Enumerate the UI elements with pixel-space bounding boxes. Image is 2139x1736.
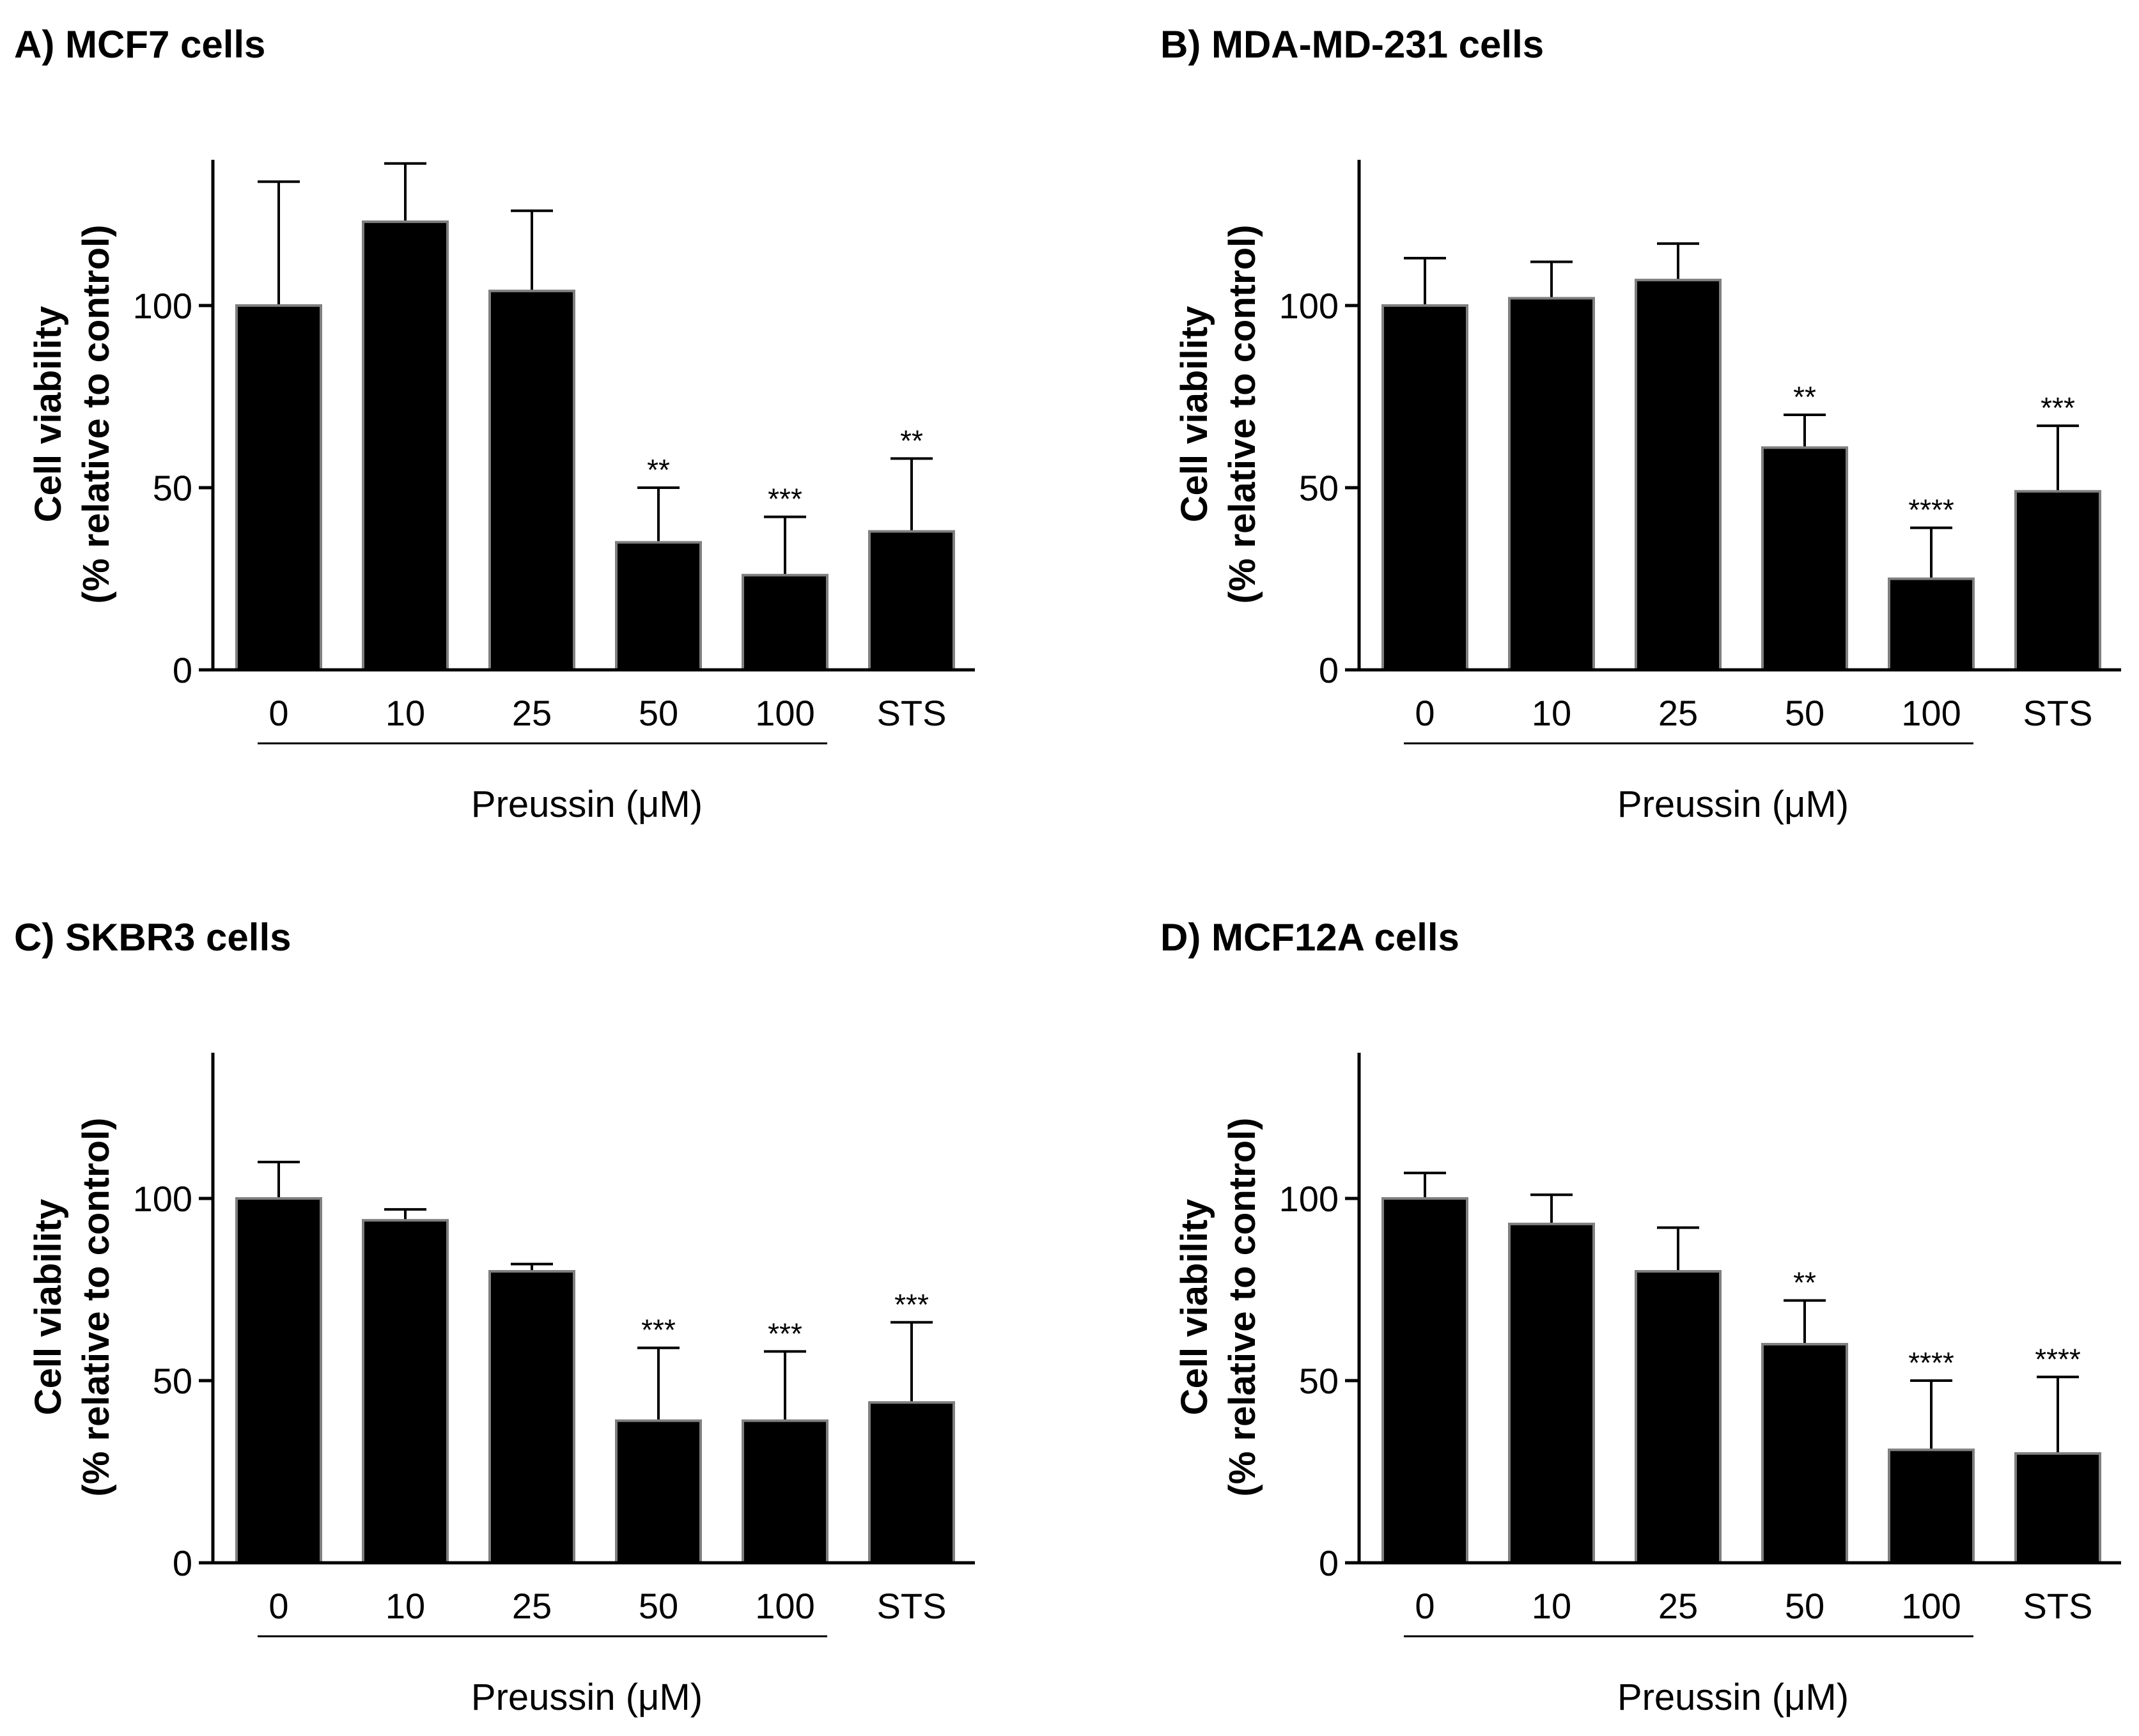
bar-10 (1508, 1222, 1595, 1564)
bar-25 (488, 1270, 575, 1564)
bar-STS (868, 530, 955, 672)
y-tick-label: 50 (153, 468, 192, 508)
y-tick-label: 100 (133, 1179, 192, 1219)
bar-0 (235, 304, 322, 671)
bar-50 (1761, 446, 1848, 671)
x-tick-label: 50 (1785, 693, 1824, 733)
x-axis-label: Preussin (μM) (471, 1677, 703, 1718)
panel-title: A) MCF7 cells (14, 23, 265, 66)
x-tick-label: 10 (1532, 693, 1571, 733)
y-tick-label: 50 (1299, 1361, 1339, 1401)
bar-0 (1381, 1197, 1468, 1564)
bar-100 (742, 1419, 828, 1565)
x-axis-label: Preussin (μM) (1617, 1677, 1849, 1718)
x-tick-label: STS (877, 693, 947, 733)
bar-10 (362, 220, 449, 671)
x-tick-label: 100 (755, 1586, 814, 1626)
y-tick-label: 50 (1299, 468, 1339, 508)
x-tick-label: 25 (512, 693, 552, 733)
significance-label: ** (900, 424, 923, 457)
bar-50 (615, 541, 702, 671)
bar-STS (868, 1401, 955, 1565)
bar-25 (1635, 279, 1722, 672)
panel-title: B) MDA-MD-231 cells (1160, 23, 1544, 66)
x-tick-label: 25 (1658, 693, 1698, 733)
x-tick-label: 0 (268, 693, 288, 733)
x-tick-label: STS (877, 1586, 947, 1626)
y-axis-label-line2: (% relative to control) (1222, 225, 1263, 604)
bar-10 (362, 1219, 449, 1564)
y-axis-label-line2: (% relative to control) (75, 1118, 117, 1497)
significance-label: ** (1793, 380, 1816, 414)
y-tick-label: 100 (133, 286, 192, 326)
x-tick-label: 25 (512, 1586, 552, 1626)
y-axis-label-line1: Cell viability (1174, 306, 1215, 522)
x-tick-label: 10 (385, 693, 425, 733)
x-tick-label: 100 (1901, 693, 1961, 733)
x-tick-label: 100 (1901, 1586, 1961, 1626)
bar-0 (235, 1197, 322, 1564)
y-tick-label: 0 (1319, 650, 1339, 690)
x-tick-label: 0 (1415, 1586, 1435, 1626)
bar-STS (2014, 490, 2101, 671)
bar-100 (1888, 577, 1975, 671)
x-tick-label: 50 (639, 693, 678, 733)
y-axis-label-line2: (% relative to control) (1222, 1118, 1263, 1497)
significance-label: ** (647, 453, 670, 486)
bar-10 (1508, 297, 1595, 672)
x-tick-label: 0 (1415, 693, 1435, 733)
significance-label: *** (2041, 391, 2075, 424)
y-tick-label: 0 (173, 1543, 192, 1583)
bar-25 (1635, 1270, 1722, 1564)
panel-title: D) MCF12A cells (1160, 916, 1459, 959)
y-axis-label-line1: Cell viability (27, 1199, 69, 1415)
significance-label: ** (1793, 1266, 1816, 1299)
x-tick-label: 100 (755, 693, 814, 733)
y-axis-label-line1: Cell viability (27, 306, 69, 522)
y-tick-label: 50 (153, 1361, 192, 1401)
x-tick-label: 0 (268, 1586, 288, 1626)
significance-label: **** (2035, 1342, 2081, 1376)
bar-50 (1761, 1343, 1848, 1564)
x-tick-label: 10 (1532, 1586, 1571, 1626)
significance-label: *** (768, 1317, 802, 1350)
bar-STS (2014, 1452, 2101, 1564)
significance-label: *** (641, 1314, 676, 1347)
x-tick-label: 50 (1785, 1586, 1824, 1626)
y-tick-label: 100 (1279, 1179, 1339, 1219)
bar-0 (1381, 304, 1468, 671)
significance-label: *** (768, 483, 802, 516)
x-axis-label: Preussin (μM) (1617, 784, 1849, 825)
bar-50 (615, 1419, 702, 1565)
bar-25 (488, 290, 575, 671)
significance-label: **** (1908, 1346, 1954, 1379)
bar-100 (1888, 1448, 1975, 1564)
x-tick-label: 25 (1658, 1586, 1698, 1626)
y-axis-label-line1: Cell viability (1174, 1199, 1215, 1415)
significance-label: **** (1908, 493, 1954, 527)
y-axis-label-line2: (% relative to control) (75, 225, 117, 604)
panel-c-skbr3: C) SKBR3 cells *** *** *** 0 50 100 0 10 25 50 100 S… (14, 916, 975, 1718)
panel-title: C) SKBR3 cells (14, 916, 291, 959)
x-axis-label: Preussin (μM) (471, 784, 703, 825)
y-tick-label: 0 (1319, 1543, 1339, 1583)
x-tick-label: STS (2023, 693, 2093, 733)
x-tick-label: 10 (385, 1586, 425, 1626)
bar-100 (742, 573, 828, 671)
y-tick-label: 0 (173, 650, 192, 690)
significance-label: *** (894, 1288, 929, 1321)
x-tick-label: 50 (639, 1586, 678, 1626)
y-tick-label: 100 (1279, 286, 1339, 326)
x-tick-label: STS (2023, 1586, 2093, 1626)
